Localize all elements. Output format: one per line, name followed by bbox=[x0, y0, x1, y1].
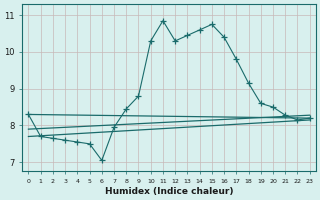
X-axis label: Humidex (Indice chaleur): Humidex (Indice chaleur) bbox=[105, 187, 233, 196]
